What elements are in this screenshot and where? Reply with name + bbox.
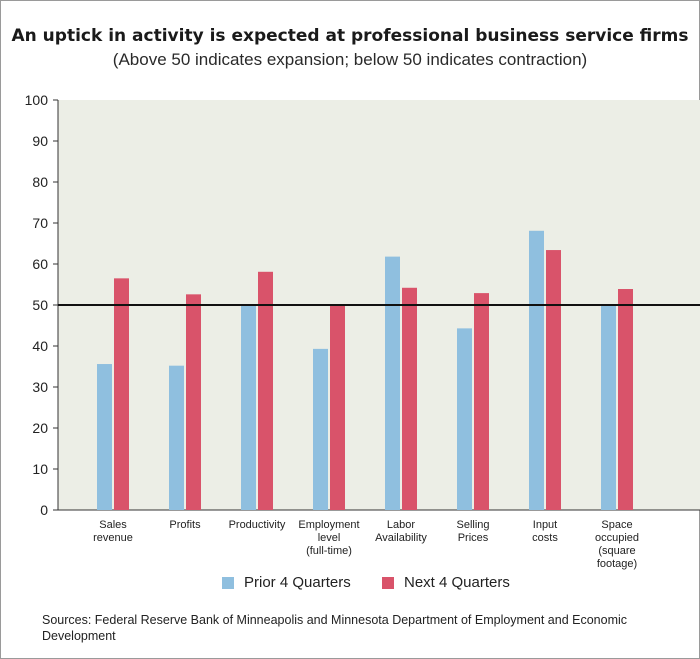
y-tick-label: 60 [32, 256, 48, 272]
bar-next [618, 289, 633, 510]
bar-next [474, 293, 489, 510]
bar-next [546, 250, 561, 510]
bar-prior [241, 305, 256, 510]
x-tick-label: Profits [169, 519, 201, 531]
x-tick-label: Input costs [532, 519, 558, 544]
x-tick-label: Employment level (full-time) [298, 519, 359, 557]
bar-prior [313, 348, 328, 510]
bar-prior [385, 256, 400, 510]
y-tick-label: 50 [32, 297, 48, 313]
x-tick-label: Labor Availability [375, 519, 427, 544]
sources-note: Sources: Federal Reserve Bank of Minneap… [42, 613, 628, 643]
y-tick-label: 0 [40, 502, 48, 518]
bar-next [402, 287, 417, 510]
bar-prior [601, 305, 616, 510]
x-tick-label: Space occupied (square footage) [595, 519, 639, 570]
bar-prior [457, 328, 472, 510]
legend-item-next: Next 4 Quarters [382, 574, 510, 591]
bar-next [330, 305, 345, 510]
x-tick-label: Selling Prices [456, 519, 489, 544]
y-tick-label: 40 [32, 338, 48, 354]
chart-subtitle: (Above 50 indicates expansion; below 50 … [112, 50, 588, 69]
y-tick-label: 20 [32, 420, 48, 436]
chart-title: An uptick in activity is expected at pro… [11, 26, 689, 46]
legend-label-prior: Prior 4 Quarters [244, 574, 351, 591]
y-tick-label: 90 [32, 133, 48, 149]
legend-item-prior: Prior 4 Quarters [222, 574, 351, 591]
legend-swatch-prior [222, 576, 234, 589]
legend-swatch-next [382, 576, 394, 589]
y-tick-label: 10 [32, 461, 48, 477]
bar-next [186, 294, 201, 510]
bar-prior [97, 364, 112, 510]
y-tick-label: 70 [32, 215, 48, 231]
y-tick-label: 80 [32, 174, 48, 190]
x-tick-label: Productivity [229, 519, 286, 531]
legend: Prior 4 Quarters Next 4 Quarters [0, 574, 700, 594]
x-tick-label: Sales revenue [93, 519, 133, 544]
bar-next [114, 278, 129, 510]
legend-label-next: Next 4 Quarters [404, 574, 510, 591]
bar-prior [169, 365, 184, 510]
y-tick-label: 30 [32, 379, 48, 395]
bar-next [258, 271, 273, 510]
y-tick-label: 100 [25, 92, 49, 108]
bar-prior [529, 230, 544, 511]
